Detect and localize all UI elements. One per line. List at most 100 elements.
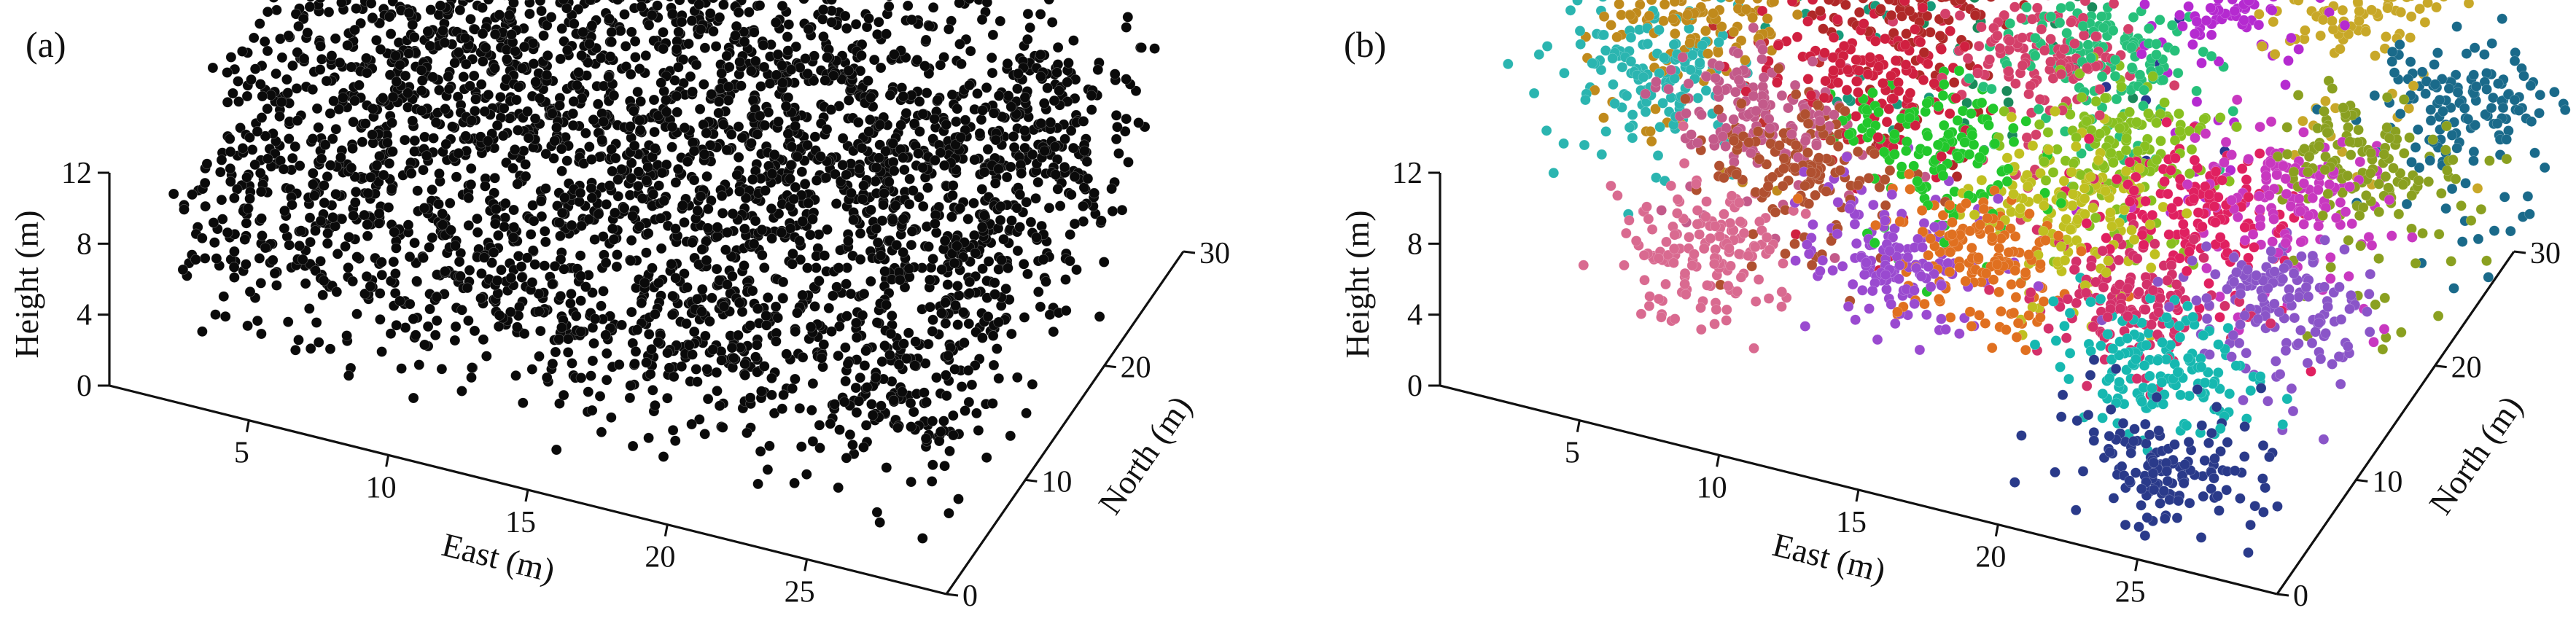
- lidar-point: [470, 93, 481, 105]
- lidar-point: [879, 187, 890, 199]
- y-tick-label: 10: [1041, 465, 1072, 499]
- y-tick-label: 0: [962, 579, 978, 613]
- lidar-point: [349, 24, 360, 36]
- lidar-point: [262, 45, 273, 57]
- lidar-point: [295, 225, 307, 236]
- lidar-point: [884, 349, 895, 361]
- segmented-tree-point: [2404, 132, 2415, 144]
- lidar-point: [575, 372, 587, 383]
- lidar-point: [699, 149, 710, 160]
- segmented-tree-point: [1840, 0, 1851, 10]
- lidar-point: [313, 122, 324, 133]
- lidar-point: [876, 400, 887, 412]
- lidar-point: [405, 168, 417, 179]
- segmented-tree-point: [2069, 38, 2080, 50]
- lidar-point: [825, 418, 836, 429]
- lidar-point: [681, 318, 692, 329]
- lidar-point: [690, 364, 702, 375]
- lidar-point: [755, 445, 766, 457]
- lidar-point: [865, 92, 876, 104]
- lidar-point: [362, 230, 373, 242]
- lidar-point: [584, 38, 595, 50]
- lidar-point: [319, 180, 330, 191]
- lidar-point: [493, 230, 504, 241]
- segmented-tree-point: [2419, 17, 2431, 28]
- segmented-tree-point: [2497, 102, 2509, 114]
- segmented-tree-point: [2315, 30, 2326, 42]
- segmented-tree-point: [2481, 68, 2492, 79]
- lidar-point: [993, 316, 1004, 328]
- lidar-point: [316, 153, 327, 164]
- segmented-tree-point: [2486, 102, 2497, 114]
- lidar-point: [840, 342, 851, 354]
- lidar-point: [507, 163, 518, 174]
- lidar-point: [404, 251, 416, 262]
- lidar-point: [919, 61, 930, 71]
- lidar-point: [254, 79, 266, 90]
- lidar-point: [1113, 148, 1124, 159]
- y-tick-mark: [1025, 478, 1038, 483]
- lidar-point: [262, 104, 273, 114]
- lidar-point: [670, 177, 682, 188]
- lidar-point: [459, 32, 471, 44]
- segmented-tree-point: [2159, 97, 2170, 108]
- lidar-point: [626, 26, 637, 38]
- lidar-point: [699, 42, 711, 53]
- lidar-point: [477, 56, 489, 67]
- lidar-point: [733, 152, 744, 163]
- lidar-point: [773, 116, 784, 128]
- lidar-point: [974, 128, 986, 139]
- lidar-point: [764, 78, 776, 89]
- lidar-point: [661, 392, 673, 404]
- lidar-point: [374, 288, 386, 299]
- segmented-tree-point: [2534, 90, 2546, 101]
- lidar-point: [400, 322, 411, 333]
- lidar-point: [970, 247, 981, 259]
- lidar-point: [1035, 49, 1046, 61]
- lidar-point: [983, 256, 995, 267]
- lidar-point: [927, 415, 938, 427]
- lidar-point: [472, 213, 483, 225]
- lidar-point: [742, 427, 752, 439]
- lidar-point: [1019, 125, 1030, 136]
- lidar-point: [228, 262, 240, 273]
- lidar-point: [905, 397, 917, 409]
- lidar-point: [458, 71, 470, 82]
- lidar-point: [661, 106, 672, 117]
- lidar-point: [686, 15, 698, 26]
- lidar-point: [841, 23, 852, 34]
- lidar-point: [252, 315, 263, 327]
- segmented-tree-point: [2191, 85, 2202, 97]
- lidar-point: [818, 31, 829, 42]
- lidar-point: [1016, 168, 1027, 179]
- lidar-point: [671, 44, 682, 55]
- lidar-point: [319, 139, 331, 150]
- lidar-point: [328, 95, 339, 106]
- lidar-point: [944, 445, 955, 457]
- lidar-point: [726, 342, 738, 354]
- lidar-point: [246, 74, 257, 85]
- lidar-point: [505, 272, 517, 284]
- lidar-point: [851, 332, 863, 343]
- lidar-point: [764, 440, 775, 452]
- segmented-tree-point: [2451, 21, 2462, 32]
- lidar-point: [758, 61, 770, 73]
- lidar-point: [311, 103, 323, 114]
- lidar-point: [843, 95, 855, 106]
- lidar-point: [865, 276, 876, 287]
- lidar-point: [565, 297, 576, 309]
- lidar-point: [304, 1, 316, 12]
- lidar-point: [463, 315, 474, 327]
- lidar-point: [593, 208, 604, 220]
- lidar-point: [567, 108, 579, 120]
- lidar-point: [669, 435, 681, 447]
- lidar-point: [746, 138, 757, 149]
- lidar-point: [455, 270, 466, 282]
- lidar-point: [472, 227, 483, 238]
- segmented-tree-point: [2429, 59, 2440, 70]
- lidar-point: [750, 215, 761, 227]
- segmented-tree-point: [2107, 25, 2119, 36]
- panel-a-y-axis-title: North (m): [1091, 389, 1199, 521]
- segmented-tree-point: [2398, 94, 2410, 105]
- lidar-point: [723, 61, 735, 73]
